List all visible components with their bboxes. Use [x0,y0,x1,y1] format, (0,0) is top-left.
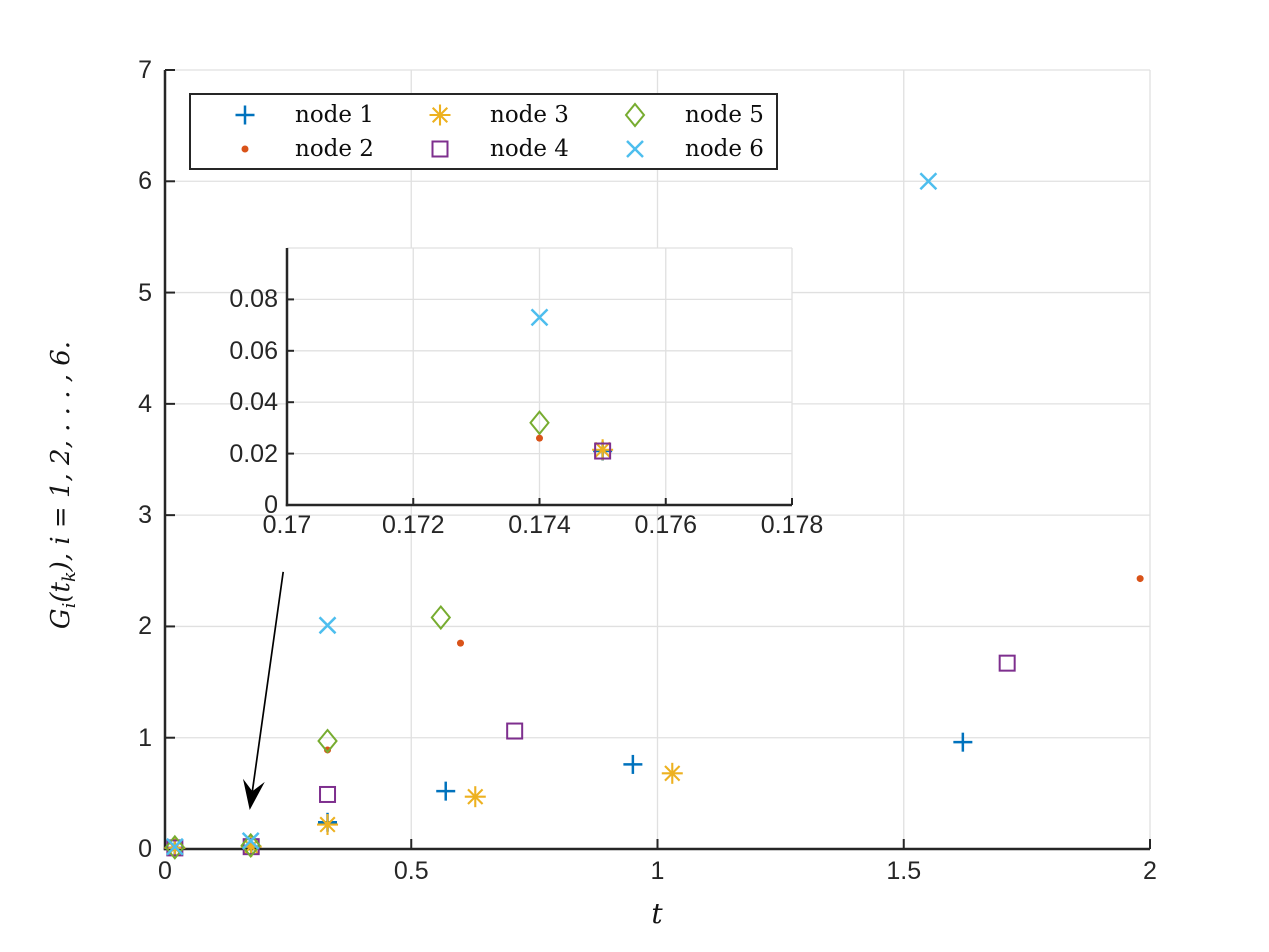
data-point-node-4 [998,654,1016,672]
series-node-4 [594,442,612,460]
legend: node 1 node 2 node 3 node 4 node 5 node 6 [189,93,778,170]
x-axis-label: t [651,897,663,930]
data-point-node-5 [164,834,186,860]
data-point-node-6 [318,616,337,635]
series-node-1 [165,732,973,858]
inset-x-tick-label: 0.176 [634,511,698,539]
y-tick-label: 6 [138,167,152,196]
y-tick-label: 3 [138,501,152,530]
series-node-5 [164,604,452,860]
legend-marker-square-icon [431,140,449,158]
inset-y-tick-label: 0.06 [229,336,278,365]
series-node-6 [530,308,549,327]
legend-label: node 6 [685,136,764,162]
y-tick-label: 7 [138,56,152,84]
data-point-node-5 [317,728,338,754]
main-axes [163,69,1151,860]
y-tick-label: 2 [138,612,152,641]
x-tick-label: 0.5 [393,857,429,885]
inset-x-tick-label: 0.17 [262,511,312,539]
legend-label: node 5 [685,102,764,128]
legend-marker-plus-icon [235,105,255,125]
y-tick-label: 0 [138,835,152,863]
legend-entry-node-1: node 1 [191,98,386,132]
y-tick-label: 5 [138,278,152,307]
legend-entry-node-6: node 6 [581,132,776,166]
legend-entry-node-5: node 5 [581,98,776,132]
inset-y-tick-label: 0.08 [229,285,278,314]
x-tick-label: 2 [1143,857,1157,885]
x-tick-label: 1.5 [886,857,922,885]
data-point-node-1 [623,754,643,774]
legend-entry-node-3: node 3 [386,98,581,132]
y-tick-label: 1 [138,723,152,752]
y-axis-label: Gi(tk), i = 1, 2, . . . , 6. [46,340,81,630]
x-tick-label: 0 [158,857,172,885]
y-tick-label: 4 [138,389,152,418]
series-node-6 [165,172,938,856]
data-point-node-4 [319,785,337,803]
data-point-node-1 [953,732,973,752]
annotation-arrow [242,571,285,811]
legend-label: node 2 [295,136,374,162]
inset-y-tick-label: 0.04 [229,388,278,417]
data-point-node-2 [536,434,543,442]
data-point-node-1 [436,781,456,801]
inset-axes [285,247,793,507]
data-point-node-3 [661,762,683,784]
series-node-5 [529,410,550,436]
data-point-node-3 [317,814,339,836]
series-node-2 [536,434,543,442]
x-tick-label: 1 [650,857,665,885]
data-point-node-2 [1136,575,1144,583]
data-point-node-6 [165,837,184,856]
data-point-node-4 [506,722,524,740]
series-node-4 [166,654,1016,857]
inset-x-tick-label: 0.174 [508,511,571,539]
legend-label: node 1 [295,102,374,128]
inset-y-tick-label: 0.02 [229,439,278,468]
inset-x-tick-label: 0.172 [381,511,445,539]
data-point-node-2 [457,639,464,647]
legend-entry-node-4: node 4 [386,132,581,166]
data-point-node-6 [530,308,549,327]
data-point-node-6 [919,172,938,191]
data-point-node-5 [529,410,550,436]
data-point-node-4 [594,442,612,460]
data-point-node-5 [240,832,261,859]
legend-marker-x-icon [626,140,644,158]
legend-marker-diamond-icon [624,102,646,128]
data-point-node-5 [430,604,452,631]
legend-label: node 3 [490,102,569,128]
legend-marker-asterisk-icon [429,104,451,126]
inset-x-tick-label: 0.178 [760,511,824,539]
legend-entry-node-2: node 2 [191,132,386,166]
data-point-node-6 [241,831,260,850]
inset-y-tick-label: 0 [264,491,278,519]
legend-label: node 4 [490,136,569,162]
data-point-node-2 [324,746,332,754]
data-point-node-3 [464,786,486,808]
legend-marker-dot-icon [241,145,249,153]
